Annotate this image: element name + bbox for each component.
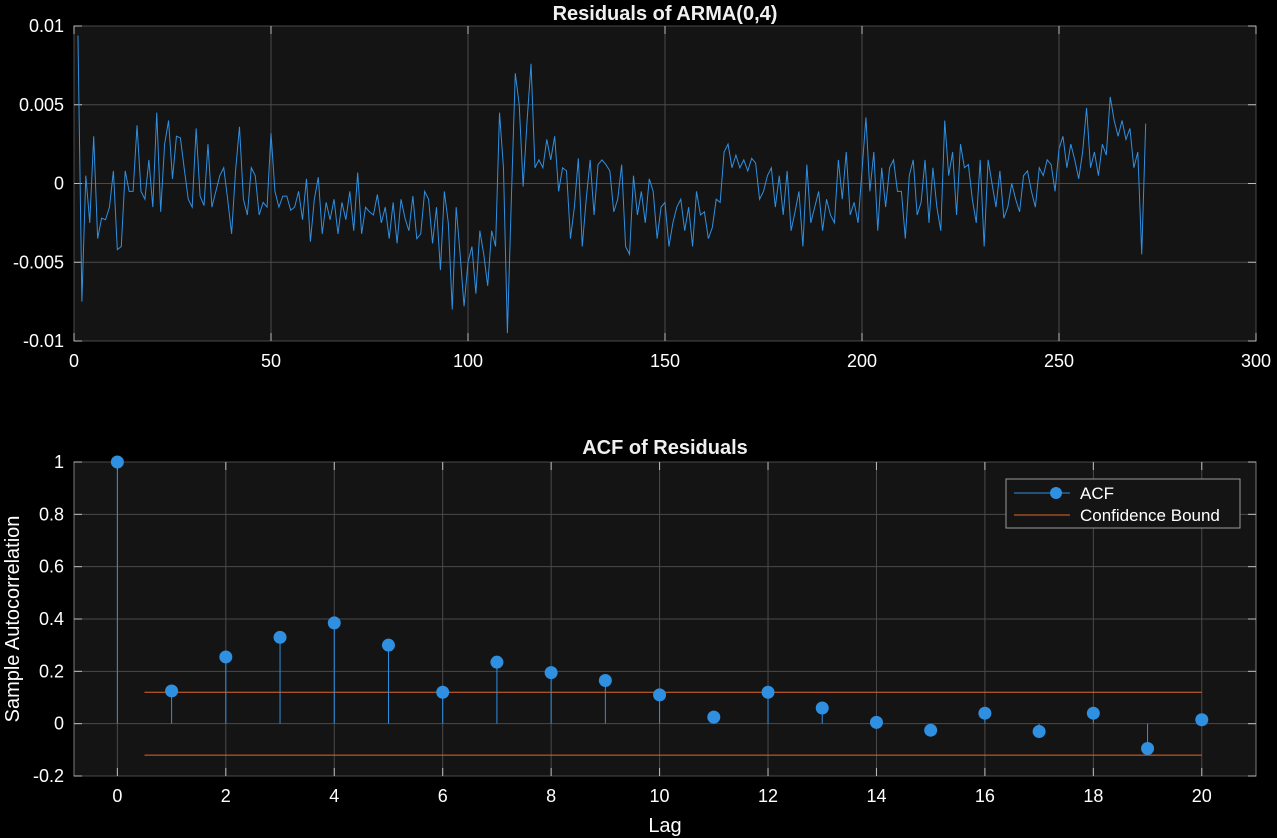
acf-legend: ACF Confidence Bound [1005,478,1241,529]
acf-ticks: 0 2 4 6 8 10 12 14 16 18 20 -0.2 0 0.2 0.4 0.6 0.8 1 [33,452,1256,806]
acf-x-tick-label: 0 [112,786,122,806]
residuals-x-tick-label: 50 [261,351,281,371]
legend-acf-label: ACF [1080,484,1114,503]
acf-title: ACF of Residuals [582,437,748,459]
acf-marker [544,666,558,680]
acf-grid [74,461,1256,777]
residuals-y-tick-label: -0.01 [23,331,64,351]
acf-y-tick-label: 1 [54,452,64,472]
residuals-grid [73,25,1257,342]
acf-x-axis-label: Lag [648,815,681,837]
acf-x-tick-label: 12 [758,786,778,806]
acf-y-tick-label: 0.8 [39,504,64,524]
residuals-y-tick-label: -0.005 [13,252,64,272]
acf-y-axis-label: Sample Autocorrelation [2,516,24,723]
acf-y-tick-label: -0.2 [33,766,64,786]
acf-marker [1195,713,1209,727]
acf-marker [110,455,124,469]
residuals-x-tick-label: 150 [650,351,680,371]
acf-y-tick-label: 0.4 [39,609,64,629]
acf-marker [978,706,992,720]
acf-y-tick-label: 0 [54,714,64,734]
residuals-x-tick-label: 250 [1044,351,1074,371]
residuals-y-tick-label: 0.01 [29,16,64,36]
acf-x-tick-label: 18 [1083,786,1103,806]
residuals-line [77,35,1147,334]
acf-marker [598,673,612,687]
legend-box [1005,478,1241,529]
acf-marker [381,638,395,652]
acf-marker [1032,725,1046,739]
acf-marker [490,655,504,669]
residuals-x-tick-label: 100 [453,351,483,371]
acf-marker [327,616,341,630]
acf-marker [165,684,179,698]
residuals-y-tick-label: 0 [54,174,64,194]
acf-x-tick-label: 2 [221,786,231,806]
acf-x-tick-label: 10 [650,786,670,806]
legend-confidence-label: Confidence Bound [1080,506,1220,525]
acf-marker [219,650,233,664]
residuals-axes: 0 50 100 150 200 250 300-0.01-0.00500.0050.01 … [13,3,1271,371]
legend-acf-marker [1050,487,1062,499]
residuals-x-tick-label: 200 [847,351,877,371]
acf-marker [924,723,938,737]
acf-y-tick-label: 0.6 [39,557,64,577]
residuals-x-tick-label: 0 [69,351,79,371]
acf-marker [707,710,721,724]
acf-series [110,455,1209,756]
acf-marker [869,715,883,729]
acf-x-tick-label: 8 [546,786,556,806]
acf-x-tick-label: 14 [866,786,886,806]
residuals-ticks: 0 50 100 150 200 250 300 -0.01 -0.005 0 0.005 0.01 [13,16,1271,371]
acf-marker [761,685,775,699]
acf-marker [1086,706,1100,720]
acf-axes: 0 2 4 6 8 10 12 14 16 18 20 -0.2 0 0.2 0.4 0.6 0.8 1 ACF … [2,437,1257,837]
acf-marker [436,685,450,699]
residuals-title: Residuals of ARMA(0,4) [553,3,778,25]
acf-marker [653,688,667,702]
residuals-y-tick-label: 0.005 [19,95,64,115]
acf-marker [815,701,829,715]
acf-x-tick-label: 16 [975,786,995,806]
acf-x-tick-label: 4 [329,786,339,806]
acf-marker [1141,742,1155,756]
acf-x-tick-label: 6 [438,786,448,806]
acf-y-tick-label: 0.2 [39,661,64,681]
acf-marker [273,630,287,644]
acf-x-tick-label: 20 [1192,786,1212,806]
residuals-x-tick-label: 300 [1241,351,1271,371]
residuals-series [77,35,1147,334]
